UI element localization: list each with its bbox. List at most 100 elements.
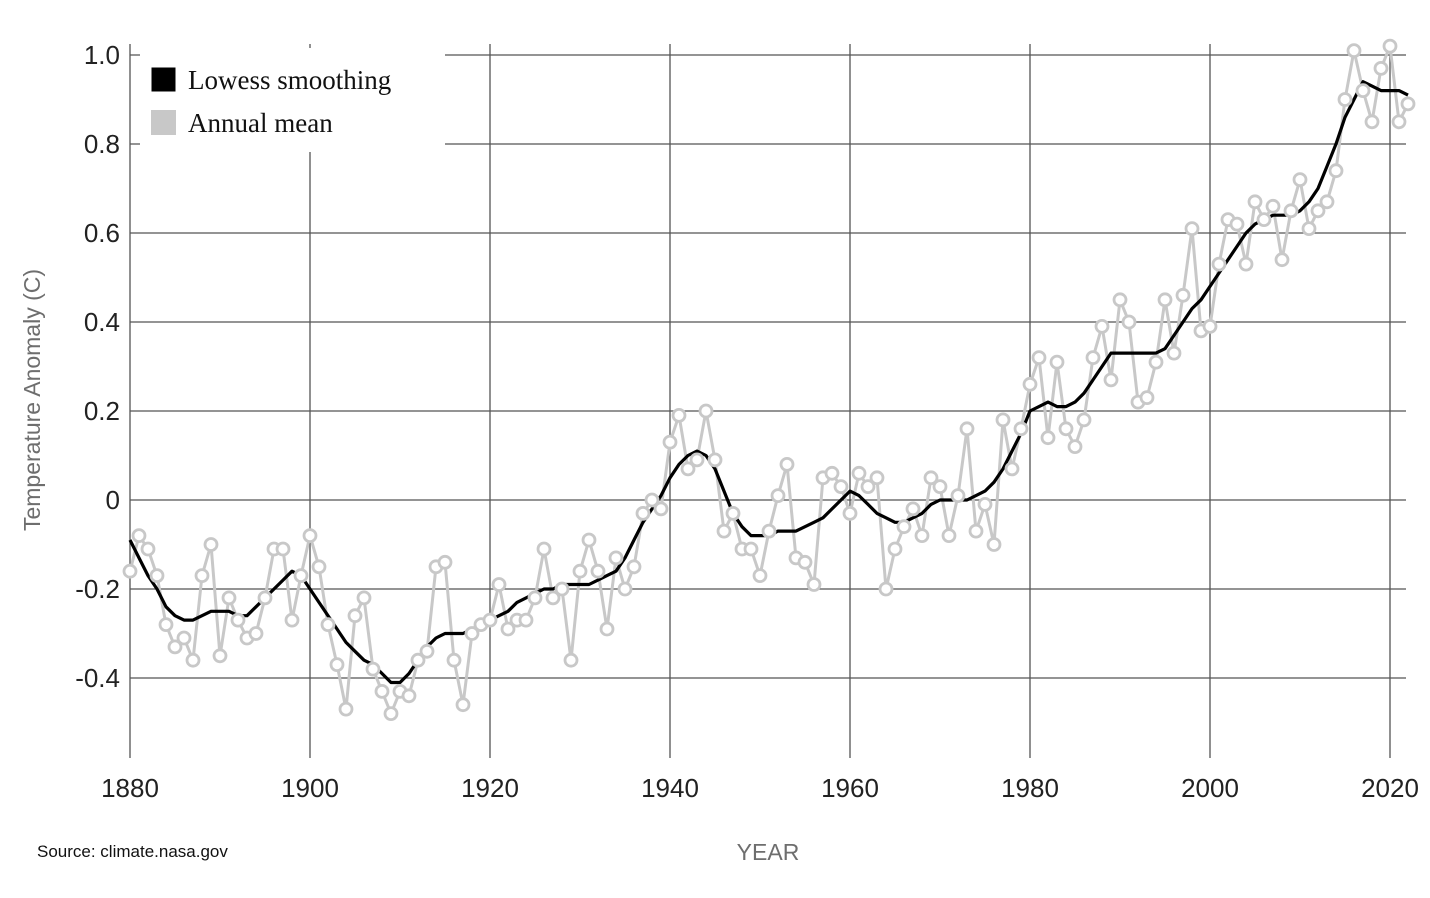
annual-mean-point[interactable] — [1211, 256, 1227, 272]
annual-mean-point[interactable] — [1364, 114, 1380, 130]
annual-mean-point[interactable] — [212, 648, 228, 664]
annual-mean-point[interactable] — [797, 554, 813, 570]
annual-mean-point[interactable] — [482, 612, 498, 628]
annual-mean-point[interactable] — [1256, 212, 1272, 228]
annual-mean-point[interactable] — [1121, 314, 1137, 330]
annual-mean-point[interactable] — [689, 452, 705, 468]
annual-mean-point[interactable] — [1265, 198, 1281, 214]
annual-mean-point[interactable] — [842, 506, 858, 521]
annual-mean-point[interactable] — [185, 652, 201, 668]
annual-mean-point[interactable] — [518, 612, 534, 628]
annual-mean-point[interactable] — [716, 523, 732, 539]
annual-mean-point[interactable] — [1274, 252, 1290, 268]
annual-mean-point[interactable] — [806, 577, 822, 592]
annual-mean-point[interactable] — [905, 501, 921, 517]
annual-mean-point[interactable] — [635, 506, 651, 521]
annual-mean-point[interactable] — [1013, 421, 1029, 437]
annual-mean-point[interactable] — [1067, 439, 1083, 455]
annual-mean-point[interactable] — [446, 652, 462, 668]
annual-mean-point[interactable] — [725, 506, 741, 521]
annual-mean-point[interactable] — [1238, 256, 1254, 272]
annual-mean-point[interactable] — [743, 541, 759, 557]
annual-mean-point[interactable] — [356, 590, 372, 606]
annual-mean-point[interactable] — [1382, 38, 1398, 54]
annual-mean-point[interactable] — [1085, 350, 1101, 366]
annual-mean-point[interactable] — [1301, 221, 1317, 237]
annual-mean-point[interactable] — [1157, 292, 1173, 308]
annual-mean-point[interactable] — [1040, 430, 1056, 446]
annual-mean-point[interactable] — [923, 470, 939, 486]
annual-mean-point[interactable] — [599, 621, 615, 637]
annual-mean-point[interactable] — [779, 456, 795, 472]
annual-mean-point[interactable] — [1355, 83, 1371, 98]
annual-mean-point[interactable] — [770, 488, 786, 504]
annual-mean-point[interactable] — [950, 488, 966, 504]
annual-mean-point[interactable] — [1310, 203, 1326, 219]
annual-mean-point[interactable] — [1175, 287, 1191, 303]
annual-mean-point[interactable] — [581, 532, 597, 548]
annual-mean-point[interactable] — [878, 581, 894, 597]
annual-mean-point[interactable] — [1292, 172, 1308, 188]
annual-mean-point[interactable] — [959, 421, 975, 437]
legend-item-annual-mean[interactable]: Annual mean — [151, 108, 333, 138]
annual-mean-point[interactable] — [176, 630, 192, 646]
annual-mean-point[interactable] — [653, 501, 669, 517]
annual-mean-point[interactable] — [275, 541, 291, 557]
annual-mean-point[interactable] — [410, 652, 426, 668]
annual-mean-point[interactable] — [1400, 96, 1416, 112]
annual-mean-point[interactable] — [1031, 350, 1047, 366]
annual-mean-point[interactable] — [527, 590, 543, 606]
annual-mean-point[interactable] — [437, 554, 453, 570]
annual-mean-point[interactable] — [1103, 372, 1119, 388]
annual-mean-point[interactable] — [1328, 163, 1344, 179]
annual-mean-point[interactable] — [563, 652, 579, 668]
annual-mean-point[interactable] — [1148, 354, 1164, 370]
annual-mean-point[interactable] — [590, 563, 606, 579]
annual-mean-point[interactable] — [644, 492, 660, 508]
annual-mean-point[interactable] — [995, 412, 1011, 428]
annual-mean-point[interactable] — [977, 496, 993, 512]
annual-mean-point[interactable] — [140, 541, 156, 557]
annual-mean-point[interactable] — [1391, 114, 1407, 130]
annual-mean-point[interactable] — [500, 621, 516, 637]
annual-mean-point[interactable] — [122, 563, 138, 579]
annual-mean-point[interactable] — [617, 581, 633, 597]
annual-mean-point[interactable] — [329, 657, 345, 672]
annual-mean-point[interactable] — [932, 479, 948, 495]
annual-mean-point[interactable] — [338, 701, 354, 717]
annual-mean-point[interactable] — [680, 461, 696, 477]
annual-mean-point[interactable] — [1373, 61, 1389, 76]
annual-mean-point[interactable] — [1049, 354, 1065, 370]
annual-mean-point[interactable] — [131, 528, 147, 543]
annual-mean-point[interactable] — [1319, 194, 1335, 210]
annual-mean-point[interactable] — [1022, 376, 1038, 392]
annual-mean-point[interactable] — [626, 559, 642, 575]
annual-mean-point[interactable] — [491, 577, 507, 592]
annual-mean-point[interactable] — [1337, 92, 1353, 107]
annual-mean-point[interactable] — [311, 559, 327, 575]
annual-mean-point[interactable] — [851, 465, 867, 481]
annual-mean-point[interactable] — [1229, 216, 1245, 232]
annual-mean-point[interactable] — [257, 590, 273, 606]
annual-mean-point[interactable] — [536, 541, 552, 557]
annual-mean-point[interactable] — [662, 434, 678, 450]
annual-mean-point[interactable] — [671, 407, 687, 423]
annual-mean-point[interactable] — [1346, 43, 1362, 58]
annual-mean-point[interactable] — [545, 590, 561, 606]
annual-mean-point[interactable] — [1166, 345, 1182, 361]
annual-mean-point[interactable] — [1094, 318, 1110, 334]
annual-mean-point[interactable] — [383, 706, 399, 721]
annual-mean-point[interactable] — [1112, 292, 1128, 308]
annual-mean-point[interactable] — [149, 568, 165, 583]
annual-mean-point[interactable] — [1202, 318, 1218, 334]
annual-mean-point[interactable] — [833, 479, 849, 495]
annual-mean-point[interactable] — [707, 452, 723, 468]
legend-item-lowess-smoothing[interactable]: Lowess smoothing — [150, 65, 391, 95]
annual-mean-point[interactable] — [1058, 421, 1074, 437]
annual-mean-point[interactable] — [302, 528, 318, 543]
annual-mean-point[interactable] — [914, 528, 930, 543]
annual-mean-point[interactable] — [968, 523, 984, 539]
annual-mean-point[interactable] — [293, 568, 309, 583]
annual-mean-point[interactable] — [572, 563, 588, 579]
annual-mean-point[interactable] — [1184, 221, 1200, 237]
